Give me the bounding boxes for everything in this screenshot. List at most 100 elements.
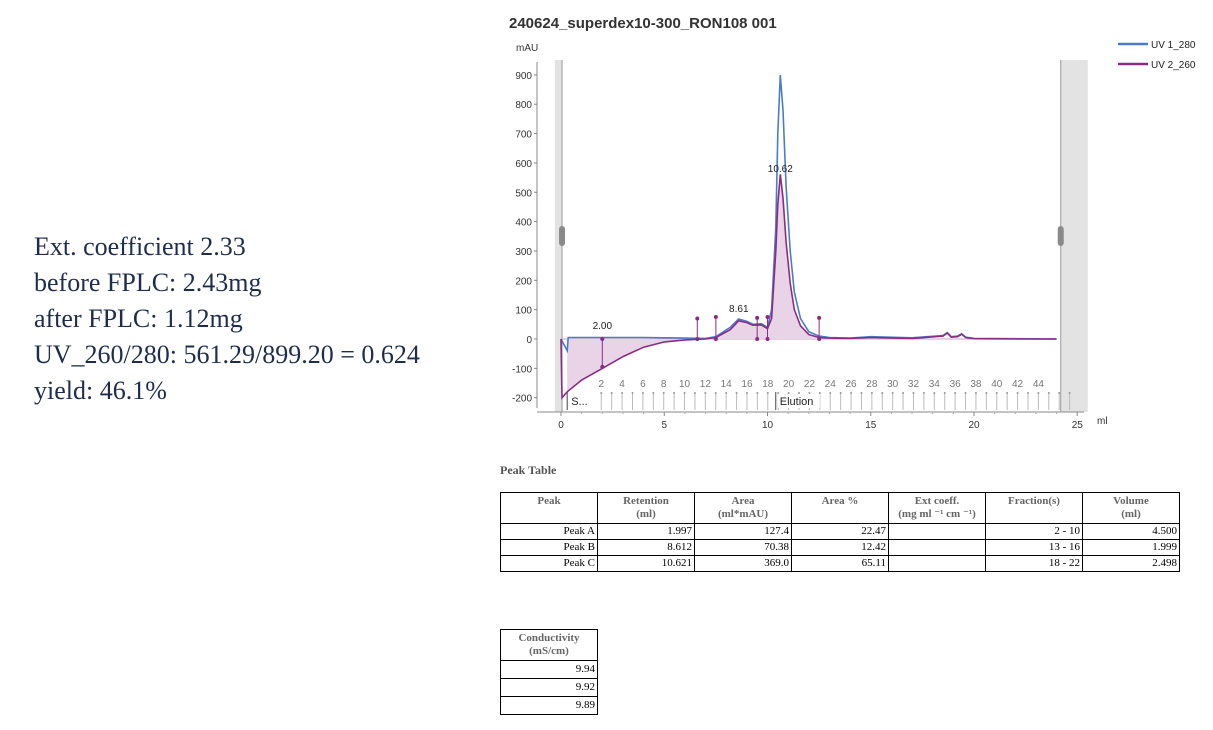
- fraction-dot: [725, 392, 728, 394]
- peak-c-area: [767, 174, 820, 339]
- before-fplc-note: before FPLC: 2.43mg: [34, 268, 262, 297]
- fraction-dot: [600, 392, 603, 394]
- peak-boundary-dot: [817, 337, 822, 341]
- left-drag-handle: [559, 226, 566, 246]
- fraction-dot: [798, 392, 801, 394]
- y-tick-label: 800: [515, 100, 532, 111]
- fraction-dot: [964, 392, 967, 394]
- event-label-bg: [777, 394, 820, 408]
- cell-conductivity: 9.92: [500, 678, 598, 697]
- chart-title: 240624_superdex10-300_RON108 001: [509, 15, 777, 32]
- fraction-dot: [808, 392, 811, 394]
- fraction-label: 22: [804, 379, 816, 390]
- fraction-dot: [621, 392, 624, 394]
- peak-boundary-dot: [765, 337, 770, 341]
- x-tick-label: 10: [762, 420, 774, 431]
- right-drag-handle: [1057, 226, 1064, 246]
- fraction-dot: [735, 392, 738, 394]
- cell-peak: Peak C: [500, 555, 598, 572]
- fraction-label: 14: [721, 379, 733, 390]
- cell-ext-coeff: [888, 555, 986, 572]
- header-area: Area (ml*mAU): [694, 492, 792, 524]
- fraction-label: 16: [741, 379, 753, 390]
- cell-peak: Peak B: [500, 539, 598, 556]
- notes-panel: Ext. coefficient 2.33 before FPLC: 2.43m…: [34, 229, 420, 409]
- fraction-dot: [662, 392, 665, 394]
- conductivity-header-row: Conductivity (mS/cm): [500, 629, 598, 661]
- fraction-dot: [641, 392, 644, 394]
- header-ext-coeff: Ext coeff. (mg ml ⁻¹ cm ⁻¹): [888, 492, 986, 524]
- x-tick-label: 5: [661, 420, 667, 431]
- fraction-dot: [704, 392, 707, 394]
- fraction-dot: [839, 392, 842, 394]
- cell-fractions: 13 - 16: [985, 539, 1083, 556]
- fraction-dot: [912, 392, 915, 394]
- fraction-dot: [1058, 392, 1061, 394]
- cell-fractions: 2 - 10: [985, 523, 1083, 540]
- cell-volume: 1.999: [1082, 539, 1180, 556]
- conductivity-table: Conductivity (mS/cm) 9.94 9.92 9.89: [500, 629, 598, 715]
- fraction-dot: [922, 392, 925, 394]
- peak-boundary-dot: [817, 315, 822, 320]
- peak-boundary-dot: [713, 337, 718, 341]
- chromatogram-chart: 240624_superdex10-300_RON108 001 mAU ml …: [509, 15, 1196, 431]
- fraction-dot: [714, 392, 717, 394]
- fraction-label: 44: [1033, 379, 1045, 390]
- fraction-dot: [673, 392, 676, 394]
- peak-table-title: Peak Table: [500, 463, 557, 477]
- yield-note: yield: 46.1%: [34, 376, 167, 405]
- cell-area-percent: 22.47: [791, 523, 889, 540]
- table-row: Peak A 1.997 127.4 22.47 2 - 10 4.500: [500, 523, 1180, 540]
- fraction-dot: [1047, 392, 1050, 394]
- legend-label: UV 2_260: [1151, 60, 1196, 71]
- cell-conductivity: 9.89: [500, 696, 598, 715]
- fraction-label: 30: [887, 379, 899, 390]
- fraction-dot: [881, 392, 884, 394]
- cell-fractions: 18 - 22: [985, 555, 1083, 572]
- peak-label: 2.00: [593, 321, 613, 332]
- fraction-dot: [1037, 392, 1040, 394]
- fraction-label: 32: [908, 379, 920, 390]
- header-peak: Peak: [500, 492, 598, 524]
- x-tick-label: 15: [865, 420, 877, 431]
- fraction-dot: [631, 392, 634, 394]
- cell-ext-coeff: [888, 523, 986, 540]
- fraction-dot: [1026, 392, 1029, 394]
- fraction-label: 6: [640, 379, 646, 390]
- table-row: Peak C 10.621 369.0 65.11 18 - 22 2.498: [500, 555, 1180, 572]
- cell-retention: 8.612: [597, 539, 695, 556]
- cell-ext-coeff: [888, 539, 986, 556]
- fraction-label: 18: [762, 379, 774, 390]
- fraction-label: 38: [970, 379, 982, 390]
- uv-ratio-note: UV_260/280: 561.29/899.20 = 0.624: [34, 340, 420, 369]
- event-label-sample: S...: [571, 396, 588, 408]
- fraction-dot: [766, 392, 769, 394]
- fraction-label: 28: [866, 379, 878, 390]
- fraction-dot: [933, 392, 936, 394]
- fraction-label: 8: [661, 379, 667, 390]
- peak-table: Peak Retention (ml) Area (ml*mAU) Area % E…: [500, 492, 1180, 572]
- fraction-dot: [745, 392, 748, 394]
- fraction-label: 26: [845, 379, 857, 390]
- table-row: 9.89: [500, 696, 598, 715]
- peak-table-header-row: Peak Retention (ml) Area (ml*mAU) Area % E…: [500, 492, 1180, 524]
- table-row: 9.94: [500, 660, 598, 679]
- peak-a-area: [567, 339, 698, 392]
- fraction-dot: [974, 392, 977, 394]
- fraction-dot: [902, 392, 905, 394]
- fraction-dot: [995, 392, 998, 394]
- peak-boundary-dot: [755, 315, 760, 320]
- fraction-dot: [756, 392, 759, 394]
- peak-boundary-dot: [765, 314, 770, 319]
- x-tick-label: 0: [558, 420, 564, 431]
- fraction-dot: [610, 392, 613, 394]
- peak-label: 8.61: [729, 304, 749, 315]
- fraction-dot: [943, 392, 946, 394]
- series-uv280-line: [560, 75, 1057, 354]
- peak-boundary-dot: [713, 314, 718, 319]
- fraction-dot: [891, 392, 894, 394]
- fraction-label: 34: [929, 379, 941, 390]
- fraction-dot: [787, 392, 790, 394]
- fraction-dot: [1068, 392, 1071, 394]
- y-tick-label: 0: [526, 335, 532, 346]
